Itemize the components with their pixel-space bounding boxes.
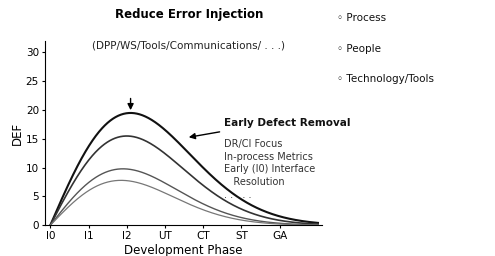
Text: ◦ Technology/Tools: ◦ Technology/Tools	[337, 74, 434, 84]
Text: Reduce Error Injection: Reduce Error Injection	[114, 8, 263, 21]
Text: . . . . .: . . . . .	[224, 189, 252, 200]
Y-axis label: DEF: DEF	[11, 122, 24, 145]
Text: (DPP/WS/Tools/Communications/ . . .): (DPP/WS/Tools/Communications/ . . .)	[92, 41, 285, 51]
Text: Early Defect Removal: Early Defect Removal	[224, 118, 351, 128]
Text: Early (I0) Interface: Early (I0) Interface	[224, 164, 315, 174]
Text: DR/CI Focus: DR/CI Focus	[224, 139, 283, 149]
Text: ◦ Process: ◦ Process	[337, 13, 386, 23]
Text: In-process Metrics: In-process Metrics	[224, 152, 313, 162]
X-axis label: Development Phase: Development Phase	[124, 244, 243, 256]
Text: Resolution: Resolution	[224, 177, 285, 187]
Text: ◦ People: ◦ People	[337, 44, 381, 54]
